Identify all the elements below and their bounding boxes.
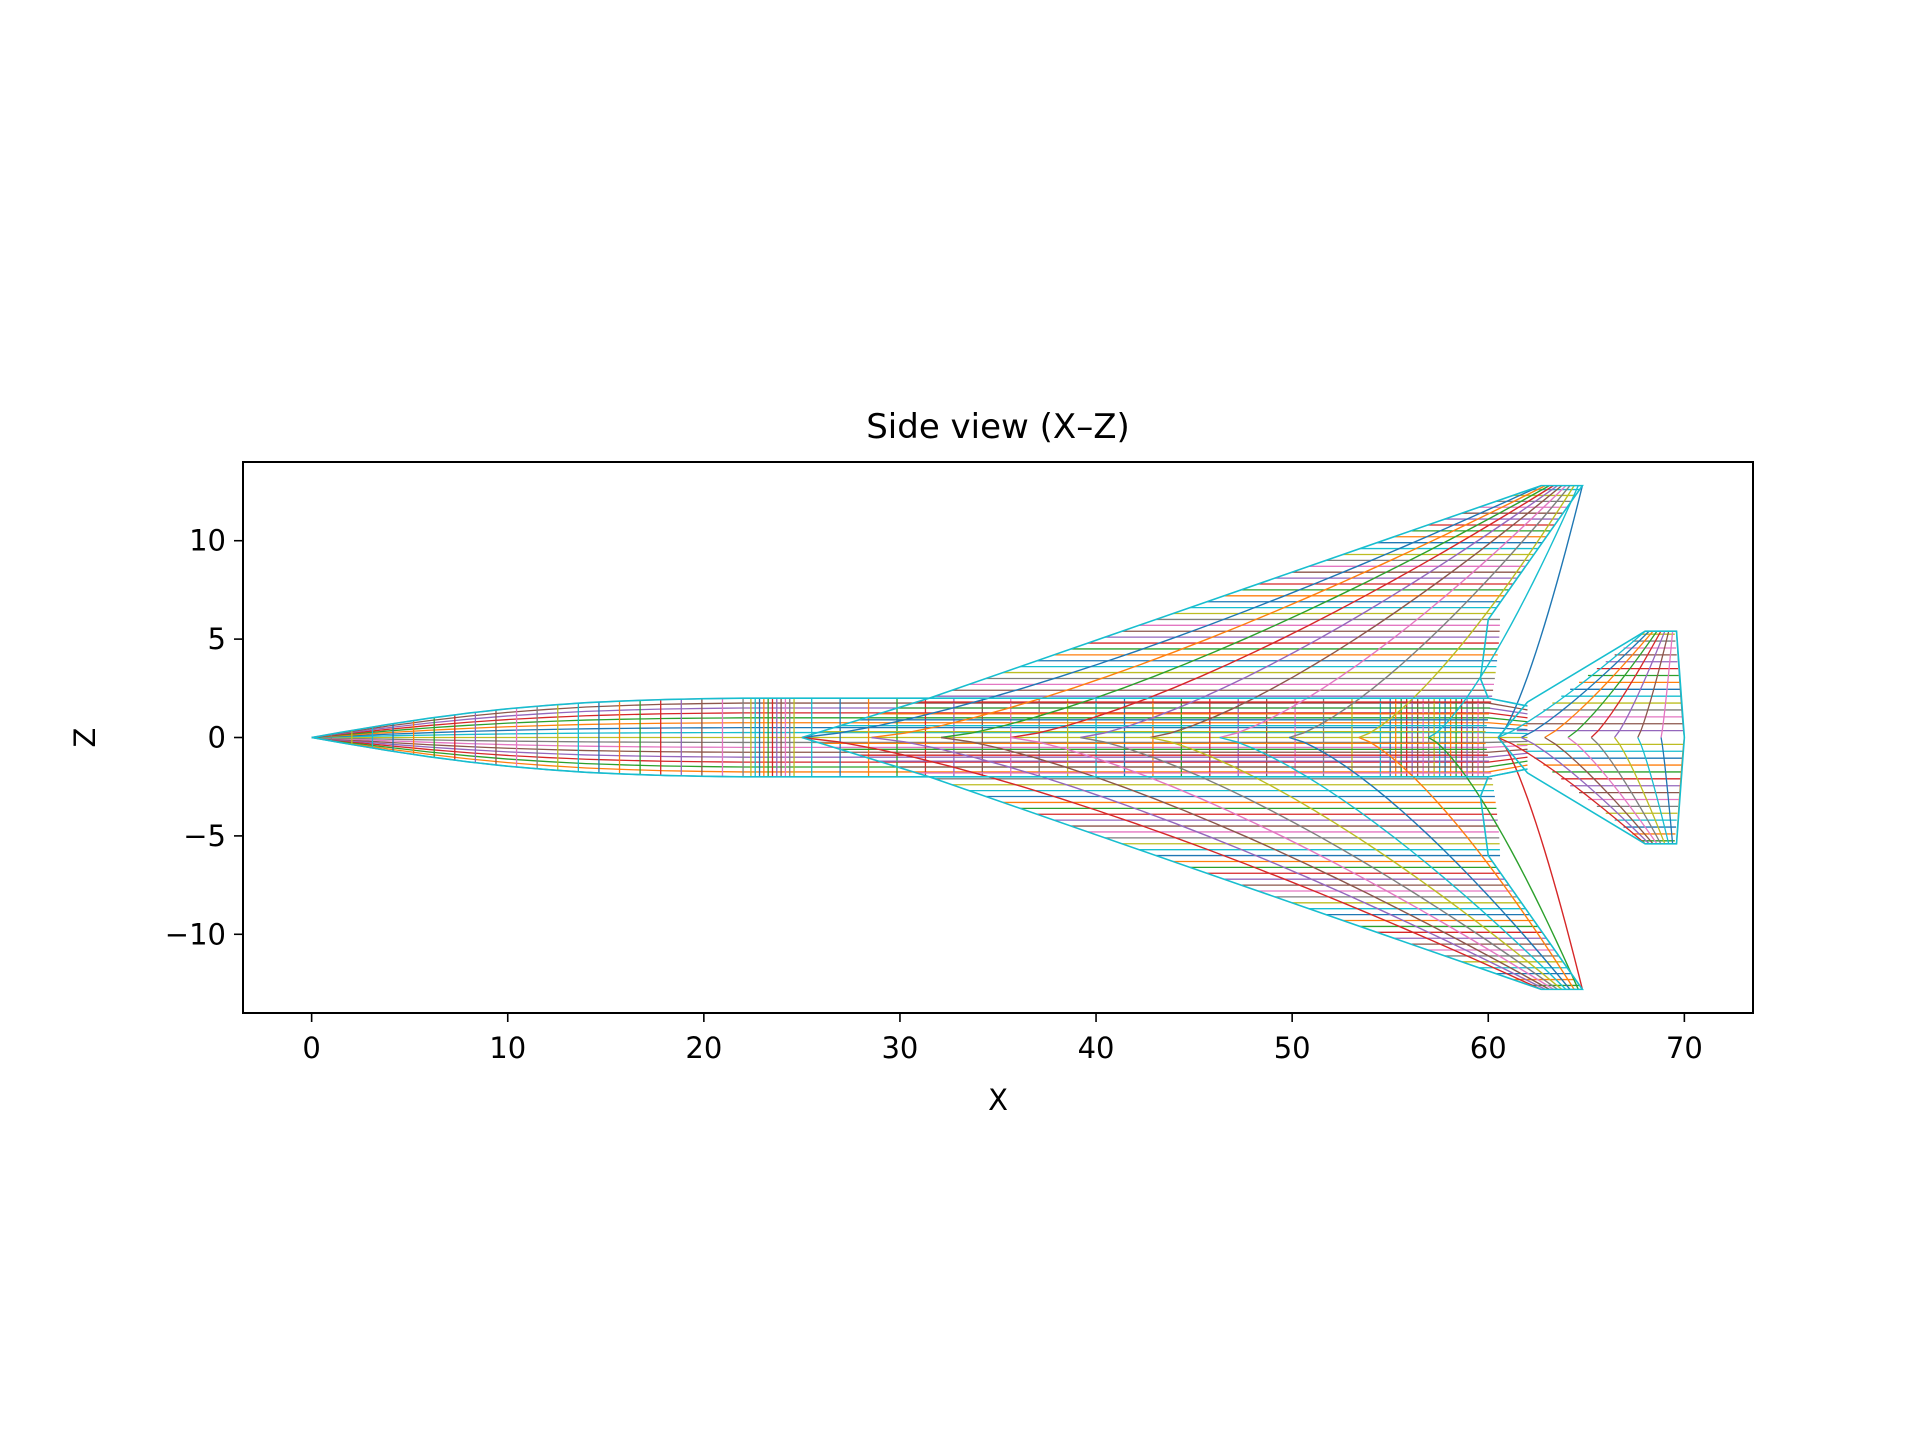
wing-chordline	[1080, 485, 1559, 739]
tail-chordline	[1497, 736, 1646, 845]
wing-chordline	[941, 736, 1550, 990]
fuselage-longeron	[311, 736, 1528, 748]
y-tick-label: 0	[208, 721, 226, 755]
fuselage-longeron	[311, 731, 1528, 739]
tail-chordline	[1567, 736, 1658, 845]
tail-outline	[1497, 630, 1686, 739]
chart-title: Side view (X–Z)	[866, 407, 1130, 447]
tail-chordline	[1497, 630, 1646, 739]
fuselage-longeron	[311, 736, 1528, 753]
x-axis-label: X	[988, 1083, 1008, 1117]
wing-chordline	[1219, 485, 1567, 739]
fuselage-longeron	[311, 736, 1528, 763]
fuselage-longeron	[311, 736, 1528, 744]
y-tick-label: 5	[208, 622, 226, 656]
wing-chordline	[1149, 736, 1563, 990]
tail-chordline	[1637, 631, 1670, 738]
x-axis: 0 10 20 30 40 50 60 70	[302, 1013, 1703, 1065]
fuselage-longeron	[311, 712, 1528, 739]
tail-chordline	[1613, 737, 1666, 845]
wing-chordline	[1428, 736, 1579, 990]
wing-chordline	[1080, 736, 1559, 990]
wing-chordline	[1358, 736, 1575, 990]
plot-area	[311, 484, 1686, 991]
wing-chordline	[871, 484, 1546, 739]
tail-chordline	[1567, 630, 1658, 739]
wing-chordline	[1497, 737, 1584, 990]
y-axis-label: Z	[68, 728, 102, 748]
fuselage-longeron	[311, 702, 1528, 739]
wing-chordline	[941, 485, 1550, 739]
y-axis: −10 −5 0 5 10	[165, 524, 243, 951]
wing-chordline	[801, 736, 1542, 991]
tail-chordline	[1590, 737, 1662, 845]
wing-chordline	[1219, 736, 1567, 990]
wing-chordline	[1497, 485, 1584, 738]
y-tick-label: −5	[183, 819, 226, 853]
tail-chordline	[1660, 631, 1674, 738]
tail-chordline	[1590, 630, 1662, 738]
tail-chordline	[1544, 630, 1654, 739]
fuselage-longeron	[311, 736, 1528, 758]
tail-chordline	[1637, 737, 1670, 844]
tail-chordline	[1613, 630, 1666, 738]
tail-chordline	[1660, 737, 1674, 844]
tail-chordline	[1521, 630, 1650, 739]
tail-chordline	[1521, 736, 1650, 845]
y-tick-label: −10	[165, 917, 226, 951]
tail-outline	[1497, 736, 1686, 845]
fuselage-outline-bottom	[311, 736, 1528, 778]
fuselage-longeron	[311, 717, 1528, 739]
fuselage-longeron	[311, 736, 1528, 773]
x-tick-label: 50	[1274, 1031, 1311, 1065]
x-tick-label: 40	[1078, 1031, 1115, 1065]
wing-chordline	[1010, 736, 1554, 990]
wing-chordline	[1358, 485, 1575, 739]
fuselage-longeron	[311, 722, 1528, 739]
wing-chordline	[1010, 485, 1554, 739]
x-tick-label: 30	[881, 1031, 918, 1065]
wing-chordline	[1289, 736, 1571, 990]
fuselage-longeron	[311, 727, 1528, 739]
wing-chordline	[1149, 485, 1563, 739]
x-tick-label: 70	[1666, 1031, 1703, 1065]
fuselage-outline-top	[311, 697, 1528, 739]
wing-chordline	[801, 484, 1542, 739]
y-tick-label: 10	[189, 524, 226, 558]
x-tick-label: 60	[1470, 1031, 1507, 1065]
x-tick-label: 0	[302, 1031, 320, 1065]
x-tick-label: 20	[685, 1031, 722, 1065]
wing-chordline	[1289, 485, 1571, 739]
wing-chordline	[871, 736, 1546, 991]
x-tick-label: 10	[489, 1031, 526, 1065]
wing-chordline	[1428, 485, 1579, 739]
tail-chordline	[1544, 736, 1654, 845]
